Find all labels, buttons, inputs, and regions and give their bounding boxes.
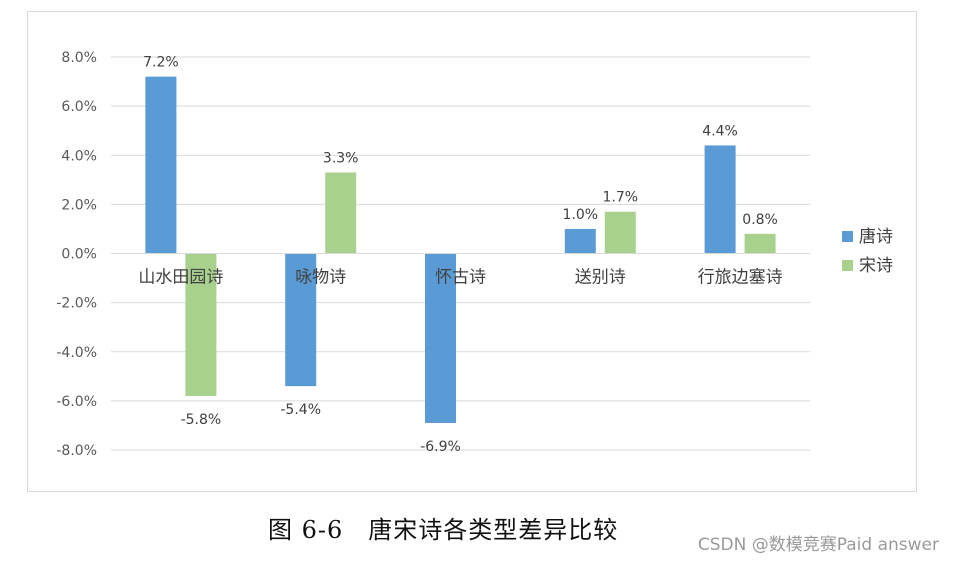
bar-宋诗-行旅边塞诗 — [744, 233, 776, 254]
category-label: 山水田园诗 — [138, 268, 223, 288]
data-label: 0.8% — [742, 212, 778, 228]
y-tick-label: -2.0% — [56, 296, 97, 312]
legend-label: 唐诗 — [859, 226, 893, 247]
category-labels: 山水田园诗 咏物诗 怀古诗 送别诗 行旅边塞诗 — [138, 268, 782, 288]
chart-frame: 8.0% 6.0% 4.0% 2.0% 0.0% -2.0% -4.0% -6.0% -8.0%… — [27, 11, 917, 492]
data-label: -5.4% — [280, 402, 321, 418]
y-tick-label: 0.0% — [61, 247, 97, 263]
data-label: -5.8% — [181, 412, 222, 428]
category-label: 咏物诗 — [295, 268, 346, 288]
legend-swatch — [842, 231, 853, 242]
bar-宋诗-山水田园诗 — [185, 253, 217, 396]
gridlines — [111, 56, 810, 451]
y-tick-label: -6.0% — [56, 394, 97, 410]
data-label: 7.2% — [143, 55, 179, 71]
bar-唐诗-怀古诗 — [425, 253, 456, 423]
bar-唐诗-山水田园诗 — [145, 76, 177, 254]
data-label: 3.3% — [323, 150, 359, 166]
y-tick-label: 4.0% — [61, 148, 97, 164]
data-label: 4.4% — [702, 123, 738, 139]
legend-swatch — [842, 260, 853, 271]
y-tick-label: -8.0% — [56, 443, 97, 459]
data-labels: 7.2% -5.4% -6.9% 1.0% 4.4% -5.8% 3.3% 1.7% 0.8% — [143, 55, 778, 455]
data-label: -6.9% — [420, 439, 461, 455]
y-tick-label: 2.0% — [61, 197, 97, 213]
data-label: 1.7% — [603, 190, 639, 206]
category-label: 送别诗 — [575, 268, 626, 288]
y-tick-label: 8.0% — [61, 50, 97, 66]
category-label: 行旅边塞诗 — [698, 268, 783, 288]
bars — [145, 76, 776, 423]
watermark: CSDN @数模竞赛Paid answer — [697, 535, 939, 555]
bar-宋诗-咏物诗 — [325, 172, 357, 254]
bar-chart: 8.0% 6.0% 4.0% 2.0% 0.0% -2.0% -4.0% -6.0% -8.0%… — [56, 50, 893, 459]
y-axis-ticks: 8.0% 6.0% 4.0% 2.0% 0.0% -2.0% -4.0% -6.0% -8.0% — [56, 50, 97, 459]
figure-caption: 图 6-6 唐宋诗各类型差异比较 — [268, 516, 619, 544]
bar-唐诗-咏物诗 — [285, 253, 317, 387]
category-label: 怀古诗 — [435, 268, 486, 288]
y-tick-label: -4.0% — [56, 345, 97, 361]
bar-唐诗-行旅边塞诗 — [704, 145, 736, 254]
bar-唐诗-送别诗 — [564, 228, 596, 254]
bar-宋诗-送别诗 — [604, 211, 636, 254]
legend-label: 宋诗 — [859, 256, 893, 276]
data-label: 1.0% — [563, 207, 599, 223]
y-tick-label: 6.0% — [61, 99, 97, 115]
